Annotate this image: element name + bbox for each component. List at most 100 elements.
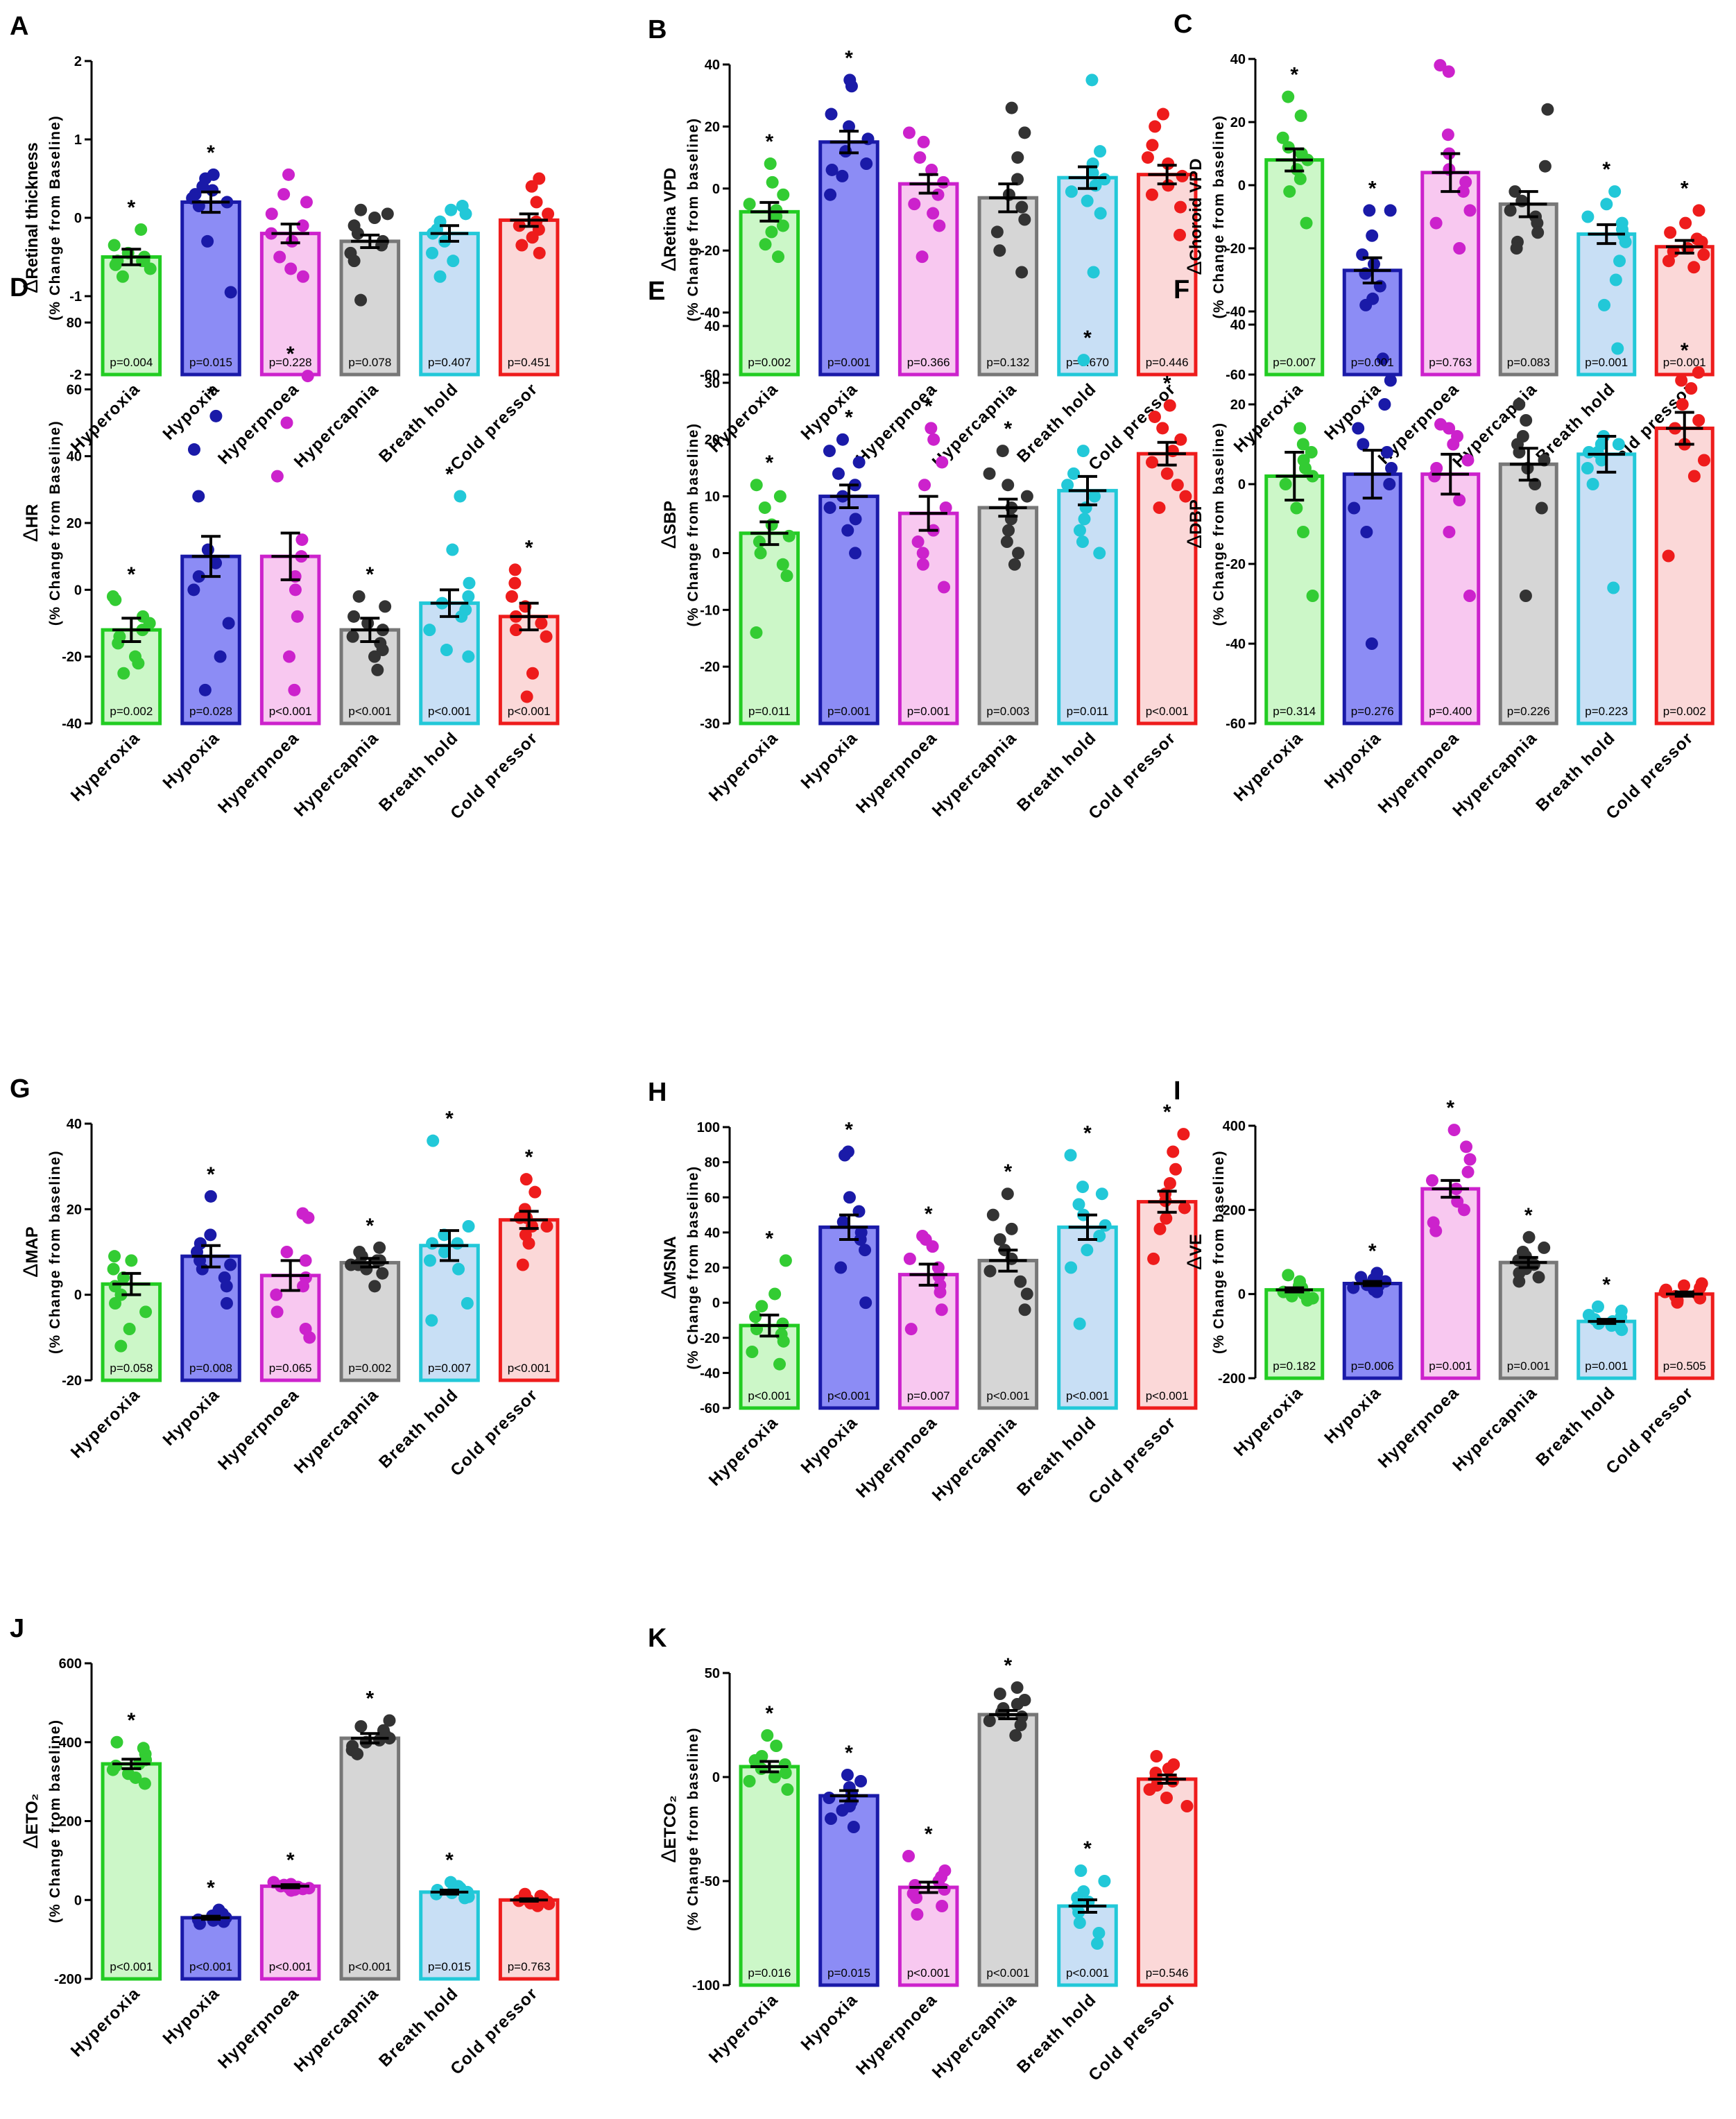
y-tick-label: 0 <box>74 1288 82 1303</box>
data-point <box>1453 242 1466 255</box>
data-point <box>1671 1296 1684 1309</box>
significance-star: * <box>1368 1239 1377 1262</box>
y-tick-label: 40 <box>1230 318 1246 333</box>
data-point <box>302 1211 315 1224</box>
data-point <box>1697 248 1710 261</box>
panel-h: H -60 -40 -20 0 20 40 60 80 100 ΔMSNA (% Change fro… <box>648 1078 1198 1508</box>
category-label: Hypoxia <box>160 1984 224 2048</box>
data-point <box>768 1771 781 1783</box>
y-tick-label: 60 <box>705 1190 720 1206</box>
data-point <box>1008 558 1021 571</box>
significance-star: * <box>207 383 215 406</box>
data-point <box>1685 382 1698 395</box>
data-point <box>1384 204 1397 217</box>
p-value-label: p<0.001 <box>110 1960 153 1973</box>
data-point <box>117 667 130 680</box>
data-point <box>1149 120 1162 133</box>
data-point <box>1020 490 1033 503</box>
data-point <box>373 1254 386 1267</box>
data-point <box>1443 526 1456 538</box>
p-value-label: p=0.446 <box>1146 356 1189 369</box>
data-point <box>845 80 858 93</box>
data-point <box>433 270 447 283</box>
data-point <box>993 244 1006 257</box>
y-axis-quantity: SBP <box>661 501 680 535</box>
y-tick-label: 0 <box>712 1296 720 1311</box>
category-label: Cold pressor <box>447 379 541 474</box>
y-tick-label: 200 <box>59 1815 82 1830</box>
data-point <box>1143 1783 1156 1796</box>
y-axis-quantity: MAP <box>23 1226 42 1263</box>
p-value-label: p=0.400 <box>1429 705 1472 718</box>
data-point <box>106 1763 119 1776</box>
data-point <box>1283 185 1296 198</box>
p-value-label: p=0.763 <box>1429 356 1472 369</box>
data-point <box>454 490 467 503</box>
p-value-label: p=0.001 <box>1585 356 1628 369</box>
category-label: Cold pressor <box>1085 728 1179 823</box>
data-point <box>526 231 539 244</box>
data-point <box>196 180 209 193</box>
y-tick-label: 0 <box>74 1893 82 1908</box>
data-point <box>354 1720 368 1733</box>
p-value-label: p<0.001 <box>189 1960 232 1973</box>
data-point <box>1692 414 1705 427</box>
data-point <box>1160 467 1174 480</box>
data-point <box>1385 462 1398 474</box>
data-point <box>462 590 475 603</box>
data-point <box>458 1891 472 1905</box>
y-tick-label: -10 <box>700 603 720 618</box>
data-point <box>1504 204 1517 217</box>
data-point <box>1282 90 1295 103</box>
category-label: Hypercapnia <box>929 1990 1021 2082</box>
data-point <box>1079 501 1092 514</box>
data-point <box>776 558 789 571</box>
data-point <box>986 1208 999 1221</box>
data-point <box>1513 1275 1526 1288</box>
y-axis-subtitle: (% Change from baseline) <box>685 118 701 322</box>
y-tick-label: 0 <box>1238 178 1246 194</box>
significance-star: * <box>1602 158 1610 181</box>
data-point <box>1176 169 1189 182</box>
data-point <box>291 610 304 623</box>
data-point <box>854 1775 868 1787</box>
data-point <box>270 1305 284 1319</box>
bar-k-6 <box>1136 1777 1198 1987</box>
category-label: Breath hold <box>1013 1990 1100 2077</box>
data-point <box>1162 1762 1175 1775</box>
y-tick-label: -40 <box>1226 304 1246 320</box>
data-point <box>746 1346 759 1358</box>
data-point <box>1078 513 1091 526</box>
data-point <box>214 650 227 663</box>
category-label: Breath hold <box>1013 1413 1100 1500</box>
data-point <box>1296 438 1309 451</box>
data-point <box>916 558 929 571</box>
y-tick-label: -20 <box>700 1331 720 1346</box>
data-point <box>1162 179 1175 192</box>
data-point <box>284 262 298 275</box>
y-tick-label: 40 <box>1230 52 1246 67</box>
category-label: Hypercapnia <box>929 1413 1021 1505</box>
category-label: Breath hold <box>1532 728 1619 815</box>
data-point <box>934 1285 947 1298</box>
y-tick-label: -40 <box>62 717 82 732</box>
y-tick-label: -20 <box>700 660 720 675</box>
category-label: Breath hold <box>1532 1383 1619 1470</box>
significance-star: * <box>1163 1101 1171 1124</box>
data-point <box>368 1280 381 1293</box>
data-point <box>764 157 777 171</box>
bar-h-6 <box>1136 1200 1198 1410</box>
data-point <box>1074 1864 1088 1877</box>
bar-d-1 <box>101 628 162 726</box>
data-point <box>209 556 223 569</box>
data-point <box>277 188 291 201</box>
category-label: Hyperoxia <box>1230 728 1307 805</box>
data-point <box>1077 354 1090 367</box>
data-point <box>381 207 394 221</box>
category-label: Cold pressor <box>1085 1413 1179 1507</box>
data-point <box>303 1331 316 1344</box>
data-point <box>440 644 453 657</box>
data-point <box>222 617 235 630</box>
data-point <box>1065 185 1078 198</box>
